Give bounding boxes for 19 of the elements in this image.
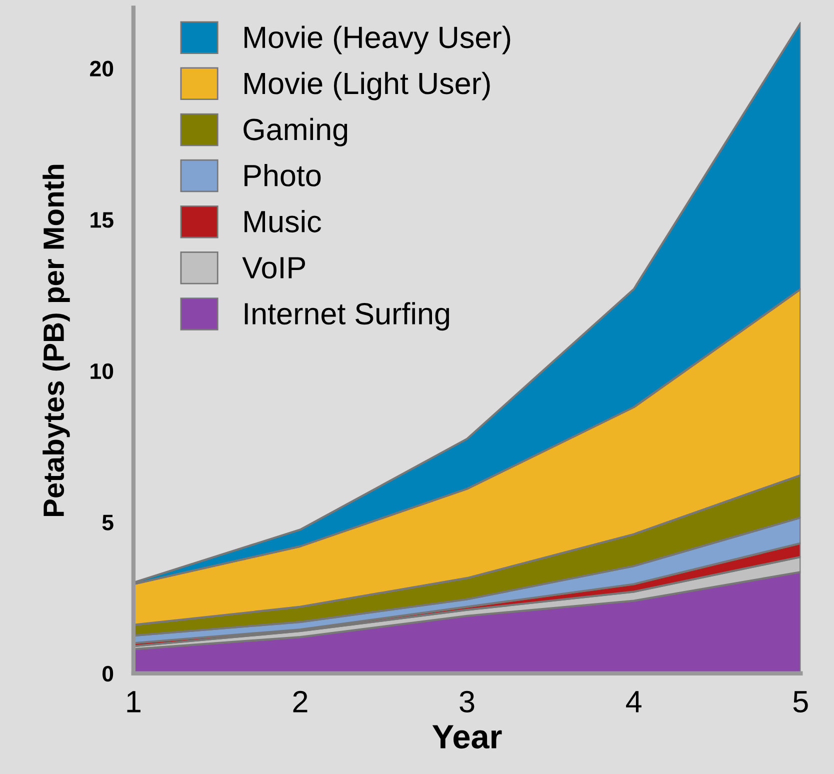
legend-label: Movie (Heavy User) [244,26,510,54]
x-tick-label: 5 [793,691,808,712]
y-tick-label: 10 [90,363,114,380]
y-tick-label: 0 [102,666,114,682]
legend-label: Gaming [244,118,348,146]
legend-label: Movie (Light User) [244,72,490,100]
y-tick-label: 5 [102,514,114,530]
y-tick-label: 15 [90,212,114,228]
legend-label: Music [244,210,322,232]
y-tick-label: 20 [90,60,114,77]
x-axis-title: Year [432,725,502,749]
y-axis-title: Petabytes (PB) per Month [42,164,70,516]
legend-label: VoIP [242,257,306,279]
x-tick-label: 4 [626,691,642,712]
legend-label: Internet Surfing [244,302,450,331]
x-tick-label: 3 [460,690,474,712]
x-tick-label: 2 [293,690,308,712]
x-tick-label: 1 [127,691,140,712]
legend-label: Photo [244,164,321,186]
